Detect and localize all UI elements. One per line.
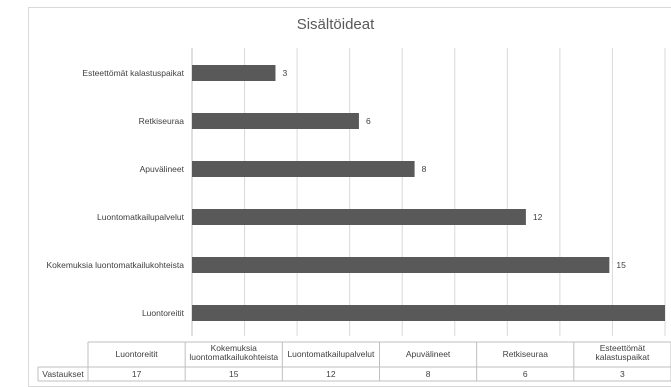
category-label: Luontomatkailupalvelut <box>97 212 185 222</box>
bar <box>192 209 526 225</box>
bar <box>192 161 415 177</box>
table-cell: 8 <box>426 369 431 379</box>
chart-title: Sisältöideat <box>296 16 375 33</box>
bar <box>192 113 359 129</box>
bar <box>192 257 610 273</box>
category-label: Apuvälineet <box>140 164 185 174</box>
bar <box>192 305 665 321</box>
table-cell: 12 <box>326 369 336 379</box>
table-column-header: Kokemuksia <box>211 343 258 353</box>
data-label: 15 <box>616 260 626 270</box>
bar <box>192 65 276 81</box>
table-cell: 3 <box>620 369 625 379</box>
data-label: 12 <box>533 212 543 222</box>
table-cell: 6 <box>523 369 528 379</box>
table-column-header: Luontomatkailupalvelut <box>287 349 375 359</box>
table-cell: 17 <box>132 369 142 379</box>
table-column-header: kalastuspaikat <box>595 352 650 362</box>
data-label: 8 <box>422 164 427 174</box>
table-column-header: Esteettömät <box>600 343 646 353</box>
data-label: 3 <box>282 68 287 78</box>
category-label: Kokemuksia luontomatkailukohteista <box>47 260 185 270</box>
category-label: Esteettömät kalastuspaikat <box>82 68 184 78</box>
category-label: Retkiseuraa <box>139 116 185 126</box>
category-label: Luontoreitit <box>142 308 185 318</box>
table-column-header: luontomatkailukohteista <box>189 352 278 362</box>
table-column-header: Apuvälineet <box>406 349 451 359</box>
table-cell: 15 <box>229 369 239 379</box>
data-label: 6 <box>366 116 371 126</box>
table-column-header: Retkiseuraa <box>503 349 549 359</box>
table-row-header: Vastaukset <box>42 369 84 379</box>
table-column-header: Luontoreitit <box>116 349 159 359</box>
